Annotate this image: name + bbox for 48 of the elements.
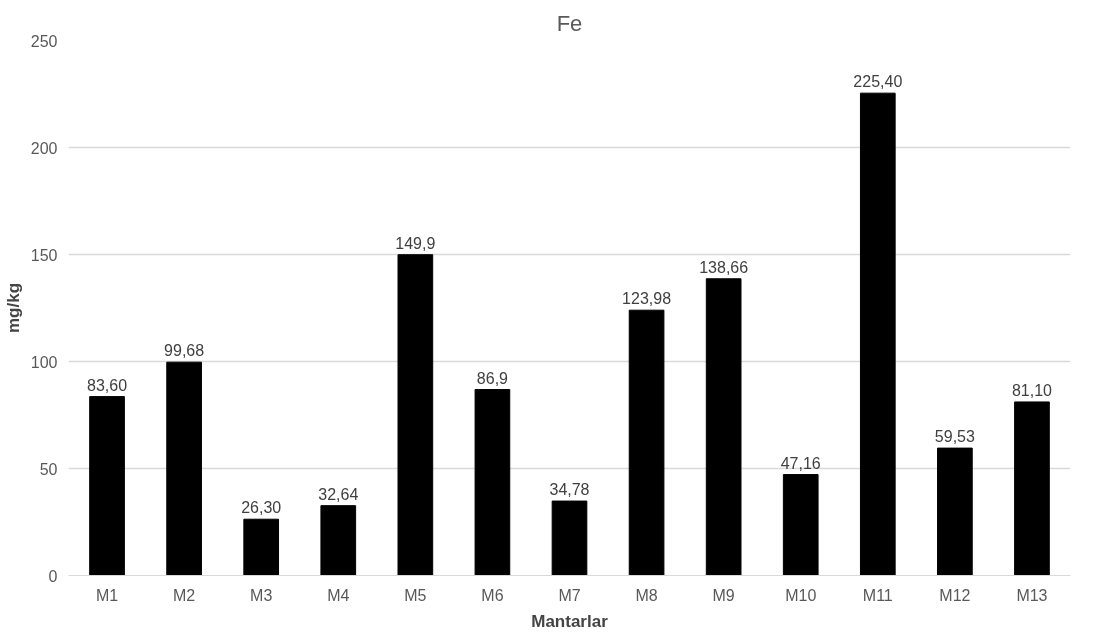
bar bbox=[474, 389, 511, 576]
x-tick-label: M11 bbox=[862, 586, 893, 604]
x-tick-label: M4 bbox=[327, 586, 350, 604]
x-tick-label: M6 bbox=[481, 586, 504, 604]
x-tick-label: M9 bbox=[712, 586, 735, 604]
x-tick-label: M3 bbox=[250, 586, 273, 604]
y-tick-label: 50 bbox=[39, 460, 58, 478]
bar bbox=[937, 447, 973, 576]
data-label: 81,10 bbox=[1011, 381, 1053, 399]
chart-title: Fe bbox=[556, 10, 583, 36]
bar bbox=[859, 92, 896, 576]
bar bbox=[1014, 401, 1050, 576]
bar bbox=[89, 396, 125, 576]
x-tick-label: M8 bbox=[635, 586, 658, 604]
y-tick-label: 100 bbox=[30, 353, 58, 371]
data-label: 138,66 bbox=[699, 258, 749, 276]
data-label: 225,40 bbox=[853, 73, 903, 91]
data-label: 32,64 bbox=[318, 485, 359, 503]
bar bbox=[320, 505, 357, 576]
data-label: 99,68 bbox=[164, 342, 205, 360]
data-label: 59,53 bbox=[934, 428, 976, 446]
data-label: 123,98 bbox=[622, 290, 672, 308]
x-axis-title: Mantarlar bbox=[531, 611, 609, 631]
x-tick-label: M7 bbox=[558, 586, 581, 604]
x-tick-label: M13 bbox=[1016, 586, 1048, 604]
x-tick-label: M2 bbox=[173, 586, 196, 604]
data-label: 34,78 bbox=[549, 481, 590, 499]
y-tick-label: 250 bbox=[30, 32, 58, 50]
x-tick-label: M5 bbox=[404, 586, 427, 604]
data-label: 83,60 bbox=[87, 376, 128, 394]
x-tick-label: M10 bbox=[785, 586, 817, 604]
bar bbox=[782, 474, 819, 576]
y-axis-title: mg/kg bbox=[3, 282, 23, 334]
y-tick-label: 200 bbox=[30, 139, 58, 157]
x-tick-label: M1 bbox=[95, 586, 119, 604]
data-label: 47,16 bbox=[780, 454, 821, 472]
bar bbox=[705, 278, 742, 576]
bar bbox=[628, 309, 665, 576]
bar bbox=[166, 361, 202, 576]
y-tick-label: 150 bbox=[30, 246, 58, 264]
bar bbox=[397, 254, 434, 576]
data-label: 26,30 bbox=[241, 499, 282, 517]
data-label: 149,9 bbox=[395, 234, 436, 252]
y-tick-label: 0 bbox=[48, 567, 58, 585]
data-label: 86,9 bbox=[476, 369, 509, 387]
bar bbox=[551, 500, 588, 576]
x-tick-label: M12 bbox=[939, 586, 971, 604]
bar bbox=[243, 518, 280, 576]
